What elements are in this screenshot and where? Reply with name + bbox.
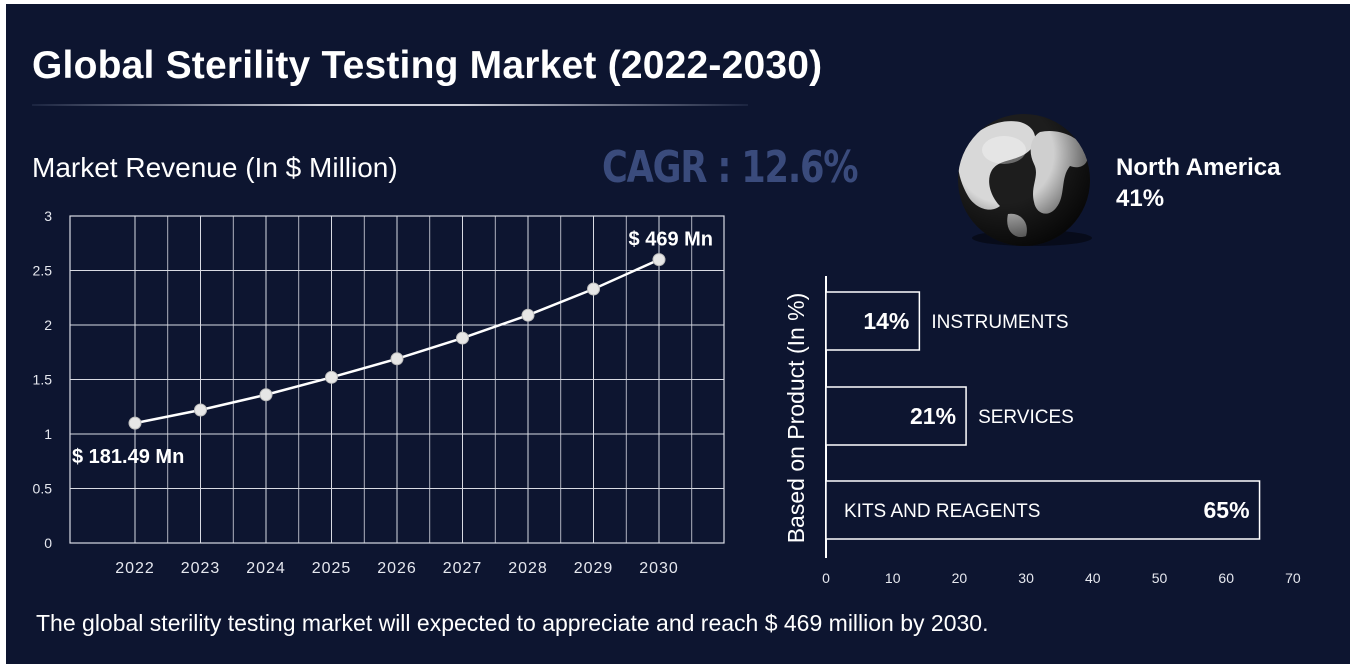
y-tick-label: 1.5: [33, 372, 53, 388]
x-tick-label: 2028: [508, 560, 548, 577]
bar-x-tick-label: 70: [1285, 570, 1301, 586]
data-point: [259, 388, 273, 402]
footer-note: The global sterility testing market will…: [36, 610, 989, 636]
y-tick-label: 2.5: [33, 263, 53, 279]
bar-x-tick-label: 60: [1218, 570, 1234, 586]
chart-subtitle: Market Revenue (In $ Million): [32, 152, 398, 183]
bar-category-label: INSTRUMENTS: [931, 312, 1068, 333]
x-tick-label: 2029: [574, 560, 614, 577]
bar: [825, 291, 921, 351]
bar-x-tick-label: 20: [952, 570, 968, 586]
bar-value-label: 14%: [863, 308, 909, 334]
bar: [825, 480, 1261, 540]
bar-x-tick-label: 30: [1018, 570, 1034, 586]
x-tick-label: 2030: [639, 560, 679, 577]
y-tick-label: 1: [44, 426, 52, 442]
data-point: [521, 308, 535, 322]
y-tick-label: 3: [44, 208, 52, 224]
x-tick-label: 2024: [246, 560, 286, 577]
data-point: [652, 253, 666, 267]
bar: [825, 386, 967, 446]
data-annotation: $ 181.49 Mn: [72, 446, 184, 468]
bar-value-label: 65%: [1204, 497, 1250, 523]
bar-value-label: 21%: [910, 403, 956, 429]
data-point: [128, 416, 142, 430]
bar-category-label: SERVICES: [978, 407, 1074, 428]
y-tick-label: 2: [44, 317, 52, 333]
data-point: [587, 282, 600, 296]
x-tick-label: 2022: [115, 560, 155, 577]
x-tick-label: 2023: [181, 560, 221, 577]
bar-x-tick-label: 40: [1085, 570, 1101, 586]
y-tick-label: 0: [44, 535, 52, 551]
data-point: [456, 331, 469, 345]
data-point: [325, 370, 338, 384]
y-tick-label: 0.5: [33, 481, 53, 497]
region-name: North America: [1116, 154, 1281, 181]
bar-x-tick-label: 10: [885, 570, 901, 586]
title-divider: [32, 104, 748, 106]
bar-x-tick-label: 50: [1152, 570, 1168, 586]
cagr-label: CAGR : 12.6%: [602, 142, 859, 193]
bar-axis-title: Based on Product (In %): [783, 293, 809, 544]
data-annotation: $ 469 Mn: [629, 229, 713, 251]
data-point: [194, 403, 207, 417]
x-tick-label: 2027: [443, 560, 483, 577]
data-point: [390, 352, 404, 366]
page-title: Global Sterility Testing Market (2022-20…: [32, 44, 823, 87]
x-tick-label: 2026: [377, 560, 417, 577]
bar-x-tick-label: 0: [822, 570, 830, 586]
region-share: 41%: [1116, 185, 1165, 212]
x-tick-label: 2025: [312, 560, 352, 577]
bar-category-label: KITS AND REAGENTS: [844, 501, 1040, 522]
infographic-panel: Global Sterility Testing Market (2022-20…: [6, 4, 1350, 664]
